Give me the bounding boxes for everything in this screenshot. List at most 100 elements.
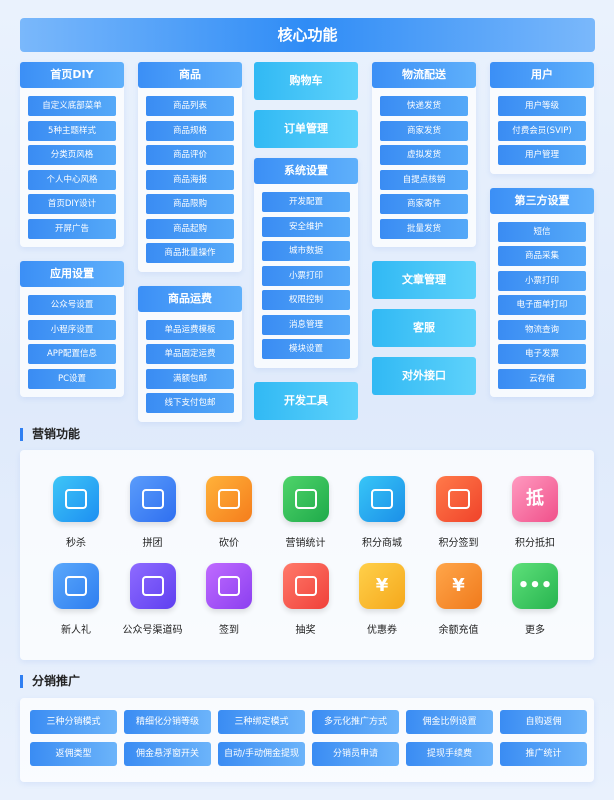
menu-item[interactable]: 付费会员(SVIP) bbox=[498, 120, 586, 141]
menu-item[interactable]: 开发配置 bbox=[262, 192, 350, 212]
menu-item[interactable]: 开屏广告 bbox=[28, 218, 116, 239]
distribution-item[interactable]: 三种绑定模式 bbox=[218, 710, 305, 734]
feature-label: 新人礼 bbox=[61, 625, 91, 636]
menu-item[interactable]: 云存储 bbox=[498, 368, 586, 389]
group-panel bbox=[254, 158, 358, 368]
distribution-item[interactable]: 佣金比例设置 bbox=[406, 710, 493, 734]
section-title: 分销推广 bbox=[20, 675, 80, 688]
group-panel bbox=[490, 187, 594, 397]
menu-item[interactable]: 批量发货 bbox=[380, 218, 468, 239]
menu-item[interactable]: 虚拟发货 bbox=[380, 145, 468, 165]
menu-item[interactable]: 单品运费模板 bbox=[146, 319, 234, 340]
menu-item[interactable]: 电子面单打印 bbox=[498, 295, 586, 315]
distribution-item[interactable]: 自动/手动佣金提现 bbox=[218, 742, 305, 766]
group-title: 物流配送 bbox=[372, 62, 476, 88]
menu-item[interactable]: 首页DIY设计 bbox=[28, 194, 116, 214]
group-title: 商品运费 bbox=[138, 285, 242, 312]
group-title: 用户 bbox=[490, 62, 594, 88]
menu-item[interactable]: PC设置 bbox=[28, 368, 116, 389]
menu-item[interactable]: 满额包邮 bbox=[146, 368, 234, 389]
module-button[interactable]: 开发工具 bbox=[254, 381, 358, 420]
distribution-item[interactable]: 分销员申请 bbox=[312, 742, 399, 766]
menu-item[interactable]: 商品列表 bbox=[146, 96, 234, 116]
feature-icon[interactable] bbox=[129, 563, 176, 609]
menu-item[interactable]: 个人中心风格 bbox=[28, 169, 116, 190]
menu-item[interactable]: 分类页风格 bbox=[28, 145, 116, 165]
menu-item[interactable]: 短信 bbox=[498, 221, 586, 242]
menu-item[interactable]: 自提点核销 bbox=[380, 169, 468, 190]
group-title: 商品 bbox=[138, 62, 242, 88]
feature-icon[interactable] bbox=[435, 476, 482, 522]
menu-item[interactable]: 商品批量操作 bbox=[146, 243, 234, 263]
menu-item[interactable]: 用户等级 bbox=[498, 96, 586, 116]
menu-item[interactable]: 安全维护 bbox=[262, 216, 350, 237]
module-button[interactable]: 文章管理 bbox=[372, 261, 476, 299]
feature-label: 更多 bbox=[525, 625, 545, 636]
distribution-item[interactable]: 三种分销模式 bbox=[30, 710, 117, 734]
menu-item[interactable]: 消息管理 bbox=[262, 314, 350, 335]
feature-icon[interactable]: 抵 bbox=[512, 476, 558, 522]
menu-item[interactable]: APP配置信息 bbox=[28, 344, 116, 364]
feature-icon[interactable]: ¥ bbox=[435, 563, 482, 609]
menu-item[interactable]: 小票打印 bbox=[262, 265, 350, 286]
feature-label: 积分签到 bbox=[438, 538, 479, 549]
distribution-item[interactable]: 提现手续费 bbox=[406, 742, 493, 766]
module-button[interactable]: 订单管理 bbox=[254, 110, 358, 148]
distribution-item[interactable]: 推广统计 bbox=[500, 742, 587, 766]
menu-item[interactable]: 权限控制 bbox=[262, 290, 350, 310]
feature-label: 公众号渠道码 bbox=[122, 625, 183, 636]
menu-item[interactable]: 快递发货 bbox=[380, 96, 468, 116]
menu-item[interactable]: 商品起购 bbox=[146, 218, 234, 239]
menu-item[interactable]: 模块设置 bbox=[262, 339, 350, 359]
menu-item[interactable]: 自定义底部菜单 bbox=[28, 96, 116, 116]
menu-item[interactable]: 5种主题样式 bbox=[28, 120, 116, 141]
group-title: 第三方设置 bbox=[490, 187, 594, 214]
menu-item[interactable]: 商品海报 bbox=[146, 169, 234, 190]
menu-item[interactable]: 商家发货 bbox=[380, 120, 468, 141]
menu-item[interactable]: 电子发票 bbox=[498, 344, 586, 364]
feature-icon[interactable] bbox=[282, 563, 329, 609]
feature-icon[interactable] bbox=[129, 476, 176, 522]
feature-label: 优惠券 bbox=[367, 625, 397, 636]
menu-item[interactable]: 城市数据 bbox=[262, 241, 350, 261]
feature-label: 秒杀 bbox=[66, 538, 86, 549]
feature-label: 营销统计 bbox=[285, 538, 326, 549]
group-title: 应用设置 bbox=[20, 261, 124, 287]
header-title: 核心功能 bbox=[20, 18, 595, 52]
section-title: 营销功能 bbox=[20, 428, 80, 441]
menu-item[interactable]: 小程序设置 bbox=[28, 319, 116, 340]
module-button[interactable]: 购物车 bbox=[254, 62, 358, 100]
menu-item[interactable]: 商品采集 bbox=[498, 246, 586, 266]
feature-label: 余额充值 bbox=[438, 625, 479, 636]
distribution-item[interactable]: 多元化推广方式 bbox=[312, 710, 399, 734]
feature-icon[interactable] bbox=[206, 563, 252, 609]
menu-item[interactable]: 商家寄件 bbox=[380, 194, 468, 214]
menu-item[interactable]: 商品规格 bbox=[146, 120, 234, 141]
menu-item[interactable]: 小票打印 bbox=[498, 270, 586, 291]
feature-icon[interactable]: ••• bbox=[512, 563, 558, 609]
feature-icon[interactable] bbox=[206, 476, 252, 522]
module-button[interactable]: 客服 bbox=[372, 309, 476, 347]
distribution-item[interactable]: 精细化分销等级 bbox=[124, 710, 211, 734]
feature-icon[interactable] bbox=[359, 476, 405, 522]
feature-icon[interactable] bbox=[53, 476, 99, 522]
feature-icon[interactable] bbox=[282, 476, 329, 522]
feature-icon[interactable] bbox=[53, 563, 99, 609]
feature-icon[interactable]: ¥ bbox=[359, 563, 405, 609]
feature-label: 签到 bbox=[219, 625, 239, 636]
menu-item[interactable]: 商品评价 bbox=[146, 145, 234, 165]
menu-item[interactable]: 物流查询 bbox=[498, 319, 586, 340]
feature-label: 积分抵扣 bbox=[515, 538, 555, 549]
module-button[interactable]: 对外接口 bbox=[372, 357, 476, 395]
menu-item[interactable]: 线下支付包邮 bbox=[146, 393, 234, 413]
menu-item[interactable]: 公众号设置 bbox=[28, 295, 116, 315]
distribution-item[interactable]: 佣金悬浮窗开关 bbox=[124, 742, 211, 766]
distribution-item[interactable]: 返佣类型 bbox=[30, 742, 117, 766]
distribution-item[interactable]: 自购返佣 bbox=[500, 710, 587, 734]
menu-item[interactable]: 商品限购 bbox=[146, 194, 234, 214]
menu-item[interactable]: 用户管理 bbox=[498, 145, 586, 165]
group-panel bbox=[138, 62, 242, 272]
menu-item[interactable]: 单品固定运费 bbox=[146, 344, 234, 364]
group-title: 系统设置 bbox=[254, 158, 358, 184]
